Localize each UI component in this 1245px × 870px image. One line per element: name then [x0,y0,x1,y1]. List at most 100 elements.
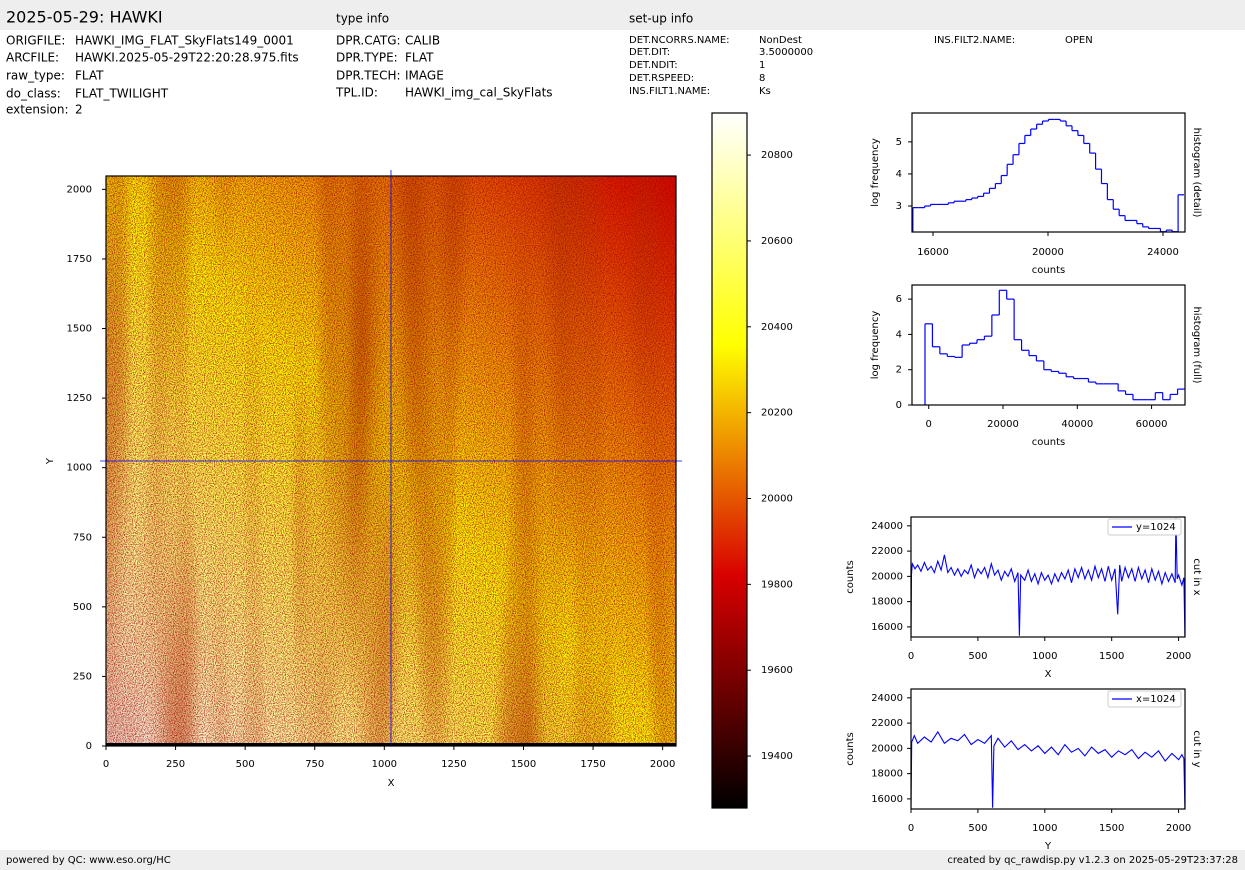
field-value: NonDest [759,35,802,46]
side-label: histogram (full) [1191,306,1202,383]
section-title: type info [336,12,389,26]
x-tick-label: 1500 [1099,823,1124,834]
x-tick-label: 2000 [650,759,675,770]
y-tick-label: 16000 [871,794,903,805]
field-key: extension: [6,103,69,117]
field-key: DET.NDIT: [629,60,678,71]
plot-area [924,289,1185,405]
x-tick-label: 0 [926,419,932,430]
field-key: DET.DIT: [629,47,670,58]
x-tick-label: 750 [305,759,324,770]
y-tick-label: 20000 [871,743,903,754]
y-tick-label: 18000 [871,597,903,608]
field-key: ORIGFILE: [6,34,65,48]
y-tick-label: 2000 [67,184,92,195]
x-tick-label: 0 [908,651,914,662]
field-key: DET.NCORRS.NAME: [629,35,730,46]
axes-frame [911,112,1186,233]
colorbar-fill [712,113,747,808]
x-axis-label: X [388,778,395,789]
field-value: CALIB [405,34,440,48]
x-tick-label: 16000 [917,247,949,258]
y-tick-label: 18000 [871,769,903,780]
y-tick-label: 24000 [871,521,903,532]
field-value: HAWKI.2025-05-29T22:20:28.975.fits [75,51,299,65]
y-tick-label: 19800 [761,579,793,590]
y-axis-label: log frequency [870,311,881,380]
field-value: 2 [75,103,83,117]
side-label: cut in x [1191,558,1202,595]
axes-frame [711,112,748,809]
y-tick-label: 20000 [761,493,793,504]
plot-area [912,118,1184,232]
y-tick-label: 24000 [871,693,903,704]
legend-box [1107,690,1182,708]
y-axis-label: counts [845,560,856,593]
x-tick-label: 24000 [1147,247,1179,258]
y-axis-label: Y [45,457,56,465]
y-tick-label: 1000 [67,463,92,474]
field-key: ARCFILE: [6,51,59,65]
field-value: Ks [759,86,771,97]
y-tick-label: 4 [896,169,902,180]
x-axis-label: Y [1044,841,1052,852]
y-tick-label: 20800 [761,150,793,161]
x-tick-label: 2000 [1166,651,1191,662]
y-tick-label: 20600 [761,236,793,247]
plot-area [712,113,747,808]
field-value: OPEN [1065,35,1093,46]
field-value: FLAT [405,51,434,65]
y-axis-label: counts [845,732,856,765]
cut-line [911,518,1185,636]
field-value: FLAT [75,69,104,83]
y-tick-label: 19400 [761,751,793,762]
footer-text: created by qc_rawdisp.py v1.2.3 on 2025-… [947,855,1238,866]
x-tick-label: 20000 [987,419,1019,430]
x-axis-label: counts [1032,437,1065,448]
legend-box [1107,518,1182,536]
x-tick-label: 1500 [1099,651,1124,662]
x-tick-label: 500 [968,651,987,662]
y-tick-label: 20200 [761,408,793,419]
y-tick-label: 19600 [761,665,793,676]
y-tick-label: 22000 [871,718,903,729]
footer-band [0,850,1245,870]
y-tick-label: 2 [896,365,902,376]
cut-line [911,730,1185,808]
field-value: FLAT_TWILIGHT [75,87,169,101]
x-tick-label: 20000 [1032,247,1064,258]
x-tick-label: 1000 [372,759,397,770]
x-tick-label: 60000 [1136,419,1168,430]
y-tick-label: 1250 [67,393,92,404]
axes-frame [911,284,1186,406]
y-tick-label: 5 [896,137,902,148]
axes-frame [910,688,1186,810]
field-key: DPR.TECH: [336,69,401,83]
field-value: IMAGE [405,69,444,83]
x-tick-label: 40000 [1061,419,1093,430]
plot-area [911,730,1185,808]
page-title: 2025-05-29: HAWKI [6,8,163,27]
x-tick-label: 1750 [580,759,605,770]
side-label: histogram (detail) [1191,128,1202,218]
y-axis-label: log frequency [870,138,881,207]
field-value: 3.5000000 [759,47,813,58]
x-tick-label: 500 [968,823,987,834]
field-key: do_class: [6,87,61,101]
x-tick-label: 2000 [1166,823,1191,834]
x-tick-label: 0 [908,823,914,834]
y-tick-label: 20000 [871,571,903,582]
y-tick-label: 20400 [761,322,793,333]
x-tick-label: 500 [236,759,255,770]
y-tick-label: 16000 [871,622,903,633]
field-key: DET.RSPEED: [629,73,694,84]
y-tick-label: 6 [896,294,902,305]
x-tick-label: 0 [103,759,109,770]
y-tick-label: 1750 [67,254,92,265]
x-tick-label: 1500 [511,759,536,770]
plot-area [911,518,1185,636]
y-tick-label: 500 [73,602,92,613]
field-value: 8 [759,73,765,84]
